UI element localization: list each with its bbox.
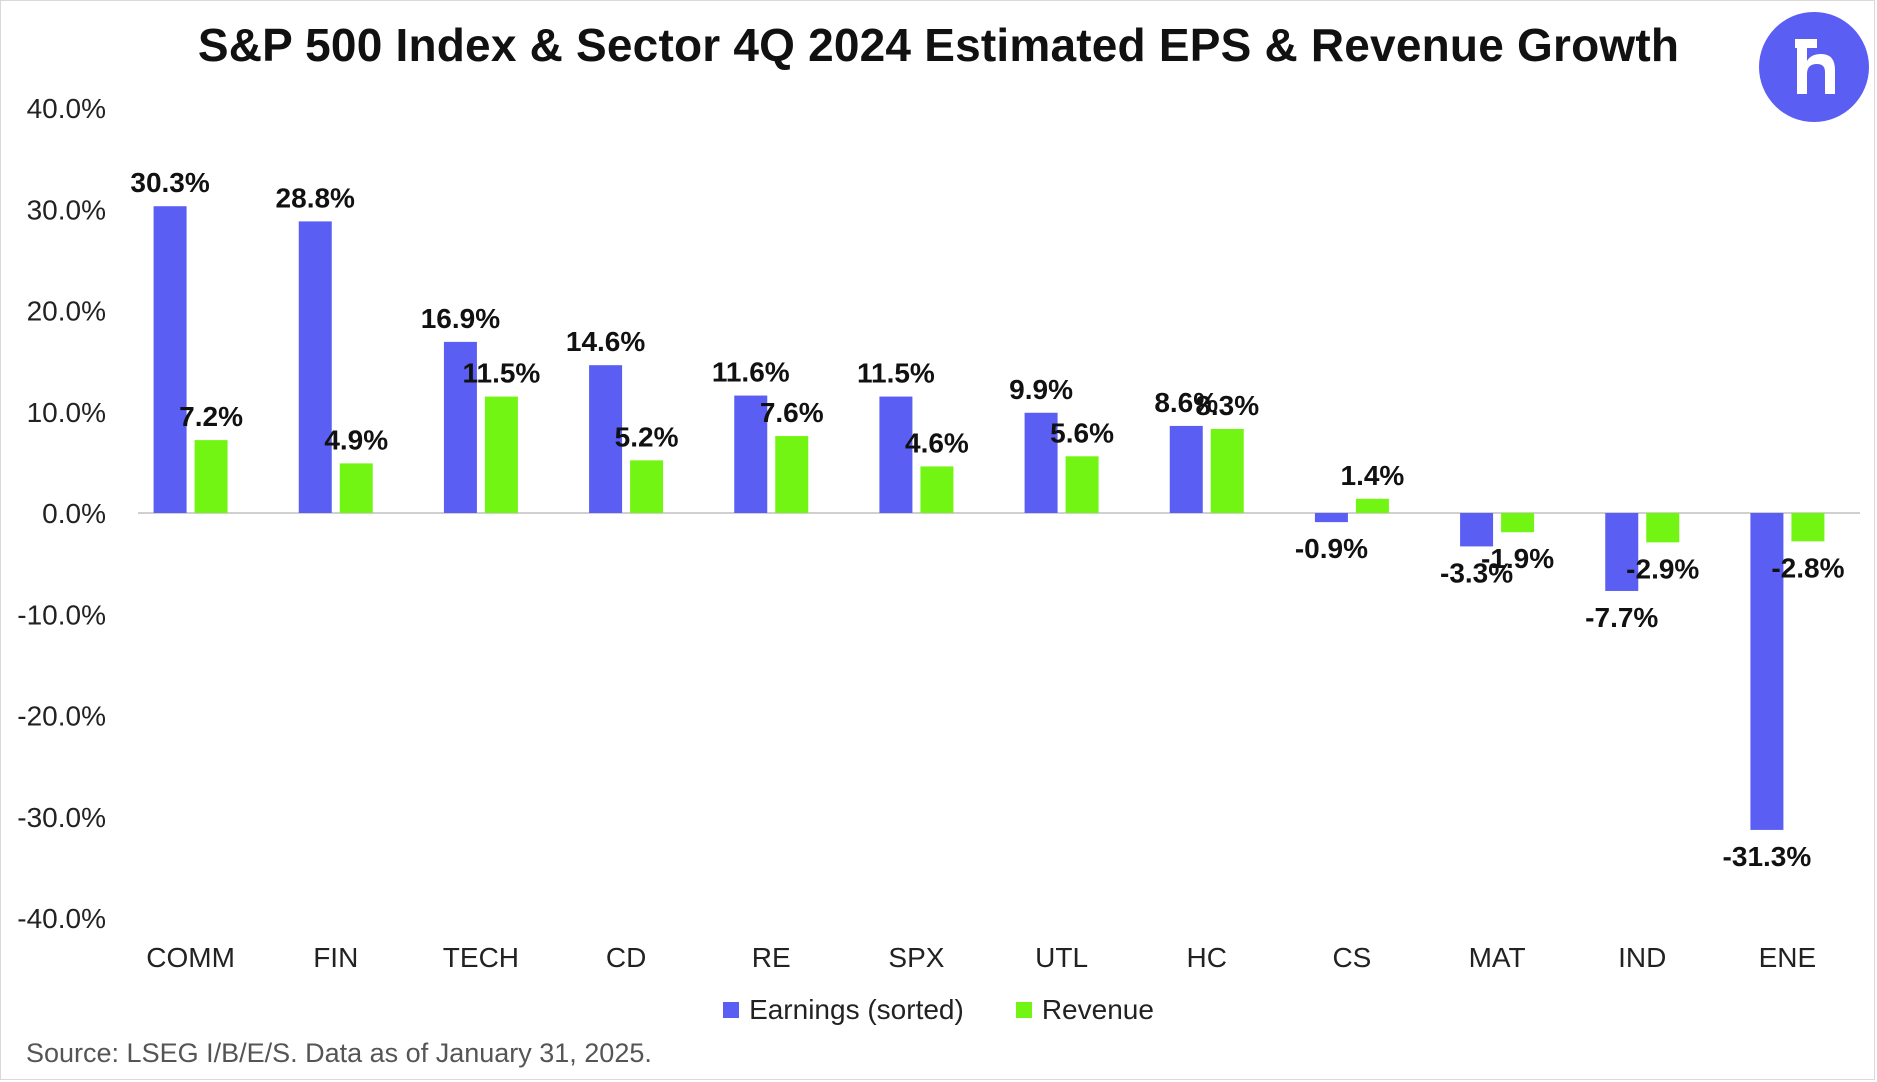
- x-tick-label: SPX: [888, 942, 944, 973]
- bar-earnings: [443, 341, 477, 513]
- bars-group: 30.3% 7.2% 28.8% 4.9% 16.9% 11.5% 14.6% 5.2% 11.…: [130, 167, 1844, 872]
- y-tick-label: 10.0%: [27, 397, 106, 428]
- data-label-earnings: 11.6%: [712, 357, 790, 388]
- source-note: Source: LSEG I/B/E/S. Data as of January…: [26, 1038, 652, 1068]
- bar-revenue: [194, 440, 228, 513]
- bar-earnings: [1024, 412, 1058, 513]
- x-tick-label: HC: [1187, 942, 1227, 973]
- data-label-revenue: 1.4%: [1341, 460, 1405, 491]
- data-label-earnings: 9.9%: [1009, 374, 1073, 405]
- bar-revenue: [1355, 498, 1389, 513]
- bar-earnings: [879, 396, 913, 513]
- y-tick-label: 40.0%: [27, 93, 106, 124]
- bar-revenue: [920, 466, 954, 513]
- bar-revenue: [630, 460, 664, 513]
- x-tick-label: COMM: [146, 942, 235, 973]
- data-label-revenue: 5.2%: [615, 421, 679, 452]
- y-tick-label: 0.0%: [42, 498, 106, 529]
- data-label-earnings: -7.7%: [1585, 602, 1658, 633]
- data-label-earnings: 16.9%: [421, 303, 500, 334]
- data-label-revenue: 8.3%: [1195, 390, 1259, 421]
- y-tick-label: -30.0%: [17, 802, 106, 833]
- legend-item-revenue: Revenue: [1015, 994, 1154, 1026]
- bar-revenue: [1501, 513, 1535, 533]
- bar-revenue: [775, 436, 809, 513]
- data-label-earnings: -31.3%: [1723, 841, 1812, 872]
- y-axis: 40.0% 30.0% 20.0% 10.0% 0.0% -10.0% -20.0% -30.…: [17, 93, 106, 934]
- bar-earnings: [153, 206, 187, 513]
- x-tick-label: ENE: [1759, 942, 1817, 973]
- x-tick-label: TECH: [443, 942, 519, 973]
- y-tick-label: 20.0%: [27, 296, 106, 327]
- legend-swatch-revenue: [1015, 1002, 1032, 1018]
- data-label-revenue: -2.9%: [1626, 553, 1699, 584]
- bar-revenue: [1210, 428, 1244, 513]
- data-label-earnings: -0.9%: [1295, 533, 1368, 564]
- y-tick-label: -10.0%: [17, 599, 106, 630]
- x-tick-label: IND: [1618, 942, 1666, 973]
- x-axis: COMM FIN TECH CD RE SPX UTL HC CS MAT IND ENE: [146, 942, 1816, 973]
- bar-revenue: [1791, 513, 1825, 542]
- bar-earnings: [1605, 513, 1639, 591]
- legend: Earnings (sorted) Revenue: [0, 994, 1877, 1026]
- bar-earnings: [1750, 513, 1784, 830]
- bar-earnings: [1460, 513, 1494, 547]
- bar-earnings: [1314, 513, 1348, 523]
- data-label-revenue: -2.8%: [1771, 552, 1844, 583]
- x-tick-label: UTL: [1035, 942, 1088, 973]
- chart-title: S&P 500 Index & Sector 4Q 2024 Estimated…: [197, 19, 1680, 71]
- bar-revenue: [1646, 513, 1680, 543]
- x-tick-label: FIN: [313, 942, 358, 973]
- bar-revenue: [484, 396, 518, 513]
- y-tick-label: -40.0%: [17, 903, 106, 934]
- y-tick-label: -20.0%: [17, 701, 106, 732]
- data-label-revenue: 4.6%: [905, 427, 969, 458]
- data-label-revenue: 7.6%: [760, 397, 824, 428]
- data-label-earnings: 8.6%: [1154, 387, 1218, 418]
- bar-revenue: [339, 463, 373, 513]
- x-tick-label: CD: [606, 942, 646, 973]
- x-tick-label: RE: [752, 942, 791, 973]
- x-tick-label: MAT: [1469, 942, 1526, 973]
- data-label-revenue: 5.6%: [1050, 417, 1114, 448]
- legend-label-revenue: Revenue: [1041, 994, 1154, 1025]
- chart-plot: 40.0% 30.0% 20.0% 10.0% 0.0% -10.0% -20.0% -30.…: [17, 93, 1860, 973]
- data-label-earnings: 11.5%: [857, 358, 935, 389]
- data-label-earnings: 14.6%: [566, 326, 645, 357]
- legend-label-earnings: Earnings (sorted): [749, 994, 964, 1025]
- data-label-revenue: 4.9%: [324, 424, 388, 455]
- data-label-earnings: -3.3%: [1440, 557, 1513, 588]
- bar-earnings: [734, 395, 768, 513]
- legend-item-earnings: Earnings (sorted): [723, 994, 964, 1026]
- data-label-revenue: 11.5%: [462, 358, 540, 389]
- x-tick-label: CS: [1332, 942, 1371, 973]
- data-label-revenue: 7.2%: [179, 401, 243, 432]
- bar-revenue: [1065, 456, 1099, 513]
- brand-logo-icon: [1759, 12, 1869, 122]
- y-tick-label: 30.0%: [27, 194, 106, 225]
- data-label-earnings: 28.8%: [276, 182, 355, 213]
- bar-earnings: [298, 221, 332, 513]
- legend-swatch-earnings: [723, 1002, 740, 1018]
- data-label-revenue: -1.9%: [1481, 543, 1554, 574]
- bar-earnings: [589, 365, 623, 513]
- data-label-earnings: 30.3%: [130, 167, 209, 198]
- bar-earnings: [1169, 425, 1203, 513]
